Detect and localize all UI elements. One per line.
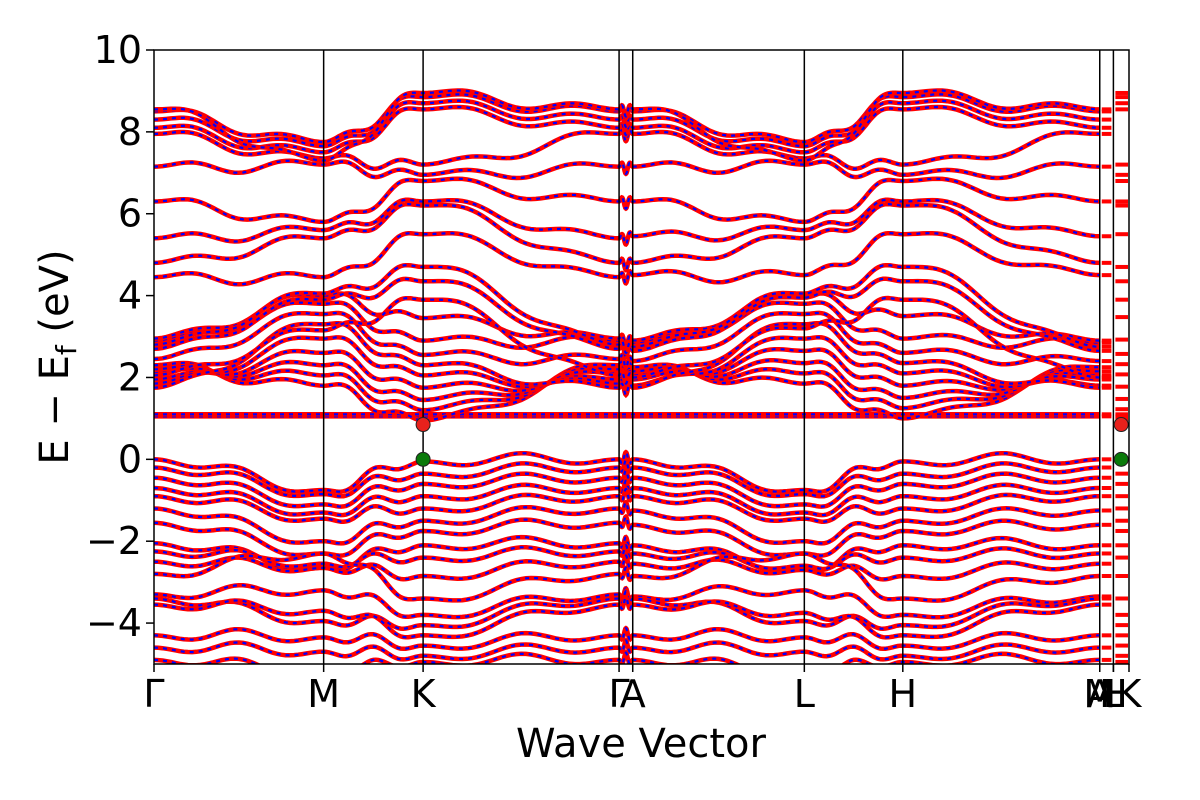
band-line-blue	[154, 596, 1100, 639]
plot-frame	[153, 49, 1130, 665]
band-line-blue	[154, 348, 1100, 393]
y-tick-label: −4	[86, 601, 142, 645]
x-tick-label: A	[1087, 672, 1113, 716]
cbm-marker	[1113, 417, 1129, 433]
y-tick-label: 6	[118, 192, 142, 236]
y-axis-title-main: E − E	[32, 355, 78, 465]
band-line-blue	[154, 264, 1100, 355]
y-tick-label: −2	[86, 519, 142, 563]
band-edge-markers	[415, 417, 1129, 467]
x-tick-label: A	[620, 672, 646, 716]
y-tick-label: 8	[118, 110, 142, 154]
band-line-blue	[154, 487, 1100, 523]
y-tick-label: 4	[118, 274, 142, 318]
band-line-blue	[154, 93, 1100, 144]
band-line-red	[154, 201, 1100, 273]
x-tick-label: K	[1117, 672, 1143, 716]
band-line-blue	[154, 360, 1100, 422]
x-tick-label: L	[1103, 672, 1124, 716]
band-line-blue	[154, 89, 1100, 162]
band-line-blue	[154, 277, 1100, 359]
x-tick-label: K	[411, 672, 437, 716]
y-axis-ticks: 10 8 6 4 2 0 −2 −4	[86, 28, 154, 645]
band-line-blue	[154, 651, 1100, 664]
band-line-blue	[154, 500, 1100, 545]
x-tick-label: H	[889, 672, 918, 716]
band-line-blue	[154, 544, 1100, 571]
x-tick-label: Γ	[143, 672, 164, 716]
y-axis-title-unit: (eV)	[32, 249, 78, 345]
vbm-marker	[415, 451, 431, 467]
band-line-blue	[154, 552, 1100, 602]
x-tick-label: M	[307, 672, 340, 716]
band-line-blue	[154, 99, 1100, 148]
band-line-blue	[154, 336, 1100, 394]
band-line-blue	[154, 159, 1100, 180]
band-line-blue	[154, 311, 1100, 369]
band-line-blue	[154, 554, 1100, 581]
band-line-blue	[154, 296, 1100, 385]
y-axis-title-sub: f	[50, 344, 83, 355]
x-tick-label: Γ	[608, 672, 629, 716]
y-tick-label: 10	[94, 28, 142, 72]
band-line-blue	[154, 128, 1100, 170]
band-line-blue	[154, 198, 1100, 246]
band-line-blue	[154, 105, 1100, 154]
band-line-blue	[154, 479, 1100, 517]
band-line-blue	[154, 639, 1100, 661]
band-line-blue	[154, 459, 1100, 498]
x-axis-title: Wave Vector	[516, 721, 767, 767]
band-line-blue	[154, 515, 1100, 557]
vbm-marker	[1113, 451, 1129, 467]
band-line-blue	[154, 469, 1100, 508]
x-tick-label: L	[794, 672, 815, 716]
band-line-blue	[154, 359, 1100, 402]
band-line-blue	[154, 626, 1100, 650]
band-line-blue	[154, 177, 1100, 224]
high-symmetry-lines	[322, 50, 1115, 664]
x-tick-label: H	[1099, 672, 1128, 716]
y-tick-label: 0	[118, 437, 142, 481]
band-line-red	[154, 449, 1100, 494]
y-tick-label: 2	[118, 355, 142, 399]
x-tick-label: M	[1083, 672, 1116, 716]
bands-layer	[154, 88, 1128, 664]
y-axis-title: E − Ef (eV)	[32, 249, 83, 464]
band-line-blue	[154, 232, 1100, 286]
band-line-blue	[154, 589, 1100, 630]
cbm-marker	[415, 417, 431, 433]
